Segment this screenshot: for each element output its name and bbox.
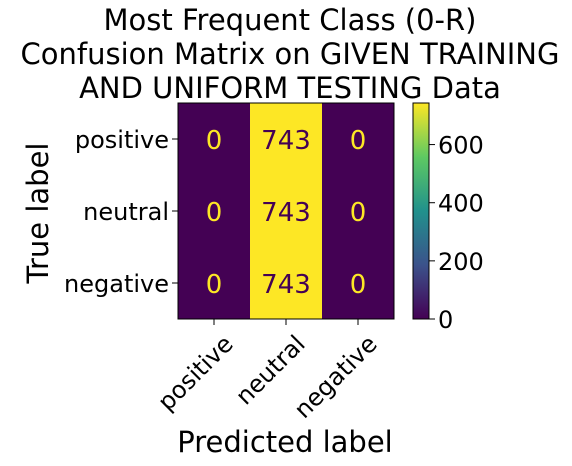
y-tick-label: neutral [83,198,169,226]
heatmap-cell [178,103,250,175]
colorbar-tick-label: 400 [438,190,484,218]
cell-value-label: 743 [261,270,311,300]
colorbar-tick-label: 600 [438,132,484,160]
cell-value-label: 743 [261,126,311,156]
heatmap-cells [178,103,394,319]
colorbar-ticks: 0 200 400 600 [429,132,484,334]
cell-value-label: 0 [206,270,223,300]
heatmap-cell [322,175,394,247]
y-tick-label: positive [75,126,169,154]
chart-title-line: Confusion Matrix on GIVEN TRAINING [21,37,560,71]
heatmap-cell [322,103,394,175]
heatmap-cell [250,247,322,319]
colorbar [412,102,430,320]
y-axis-ticks: positive neutral negative [64,126,178,298]
cell-value-label: 0 [206,198,223,228]
heatmap-cell [178,175,250,247]
heatmap-cell [178,247,250,319]
chart-title: Most Frequent Class (0-R)Confusion Matri… [21,3,560,105]
chart-title-line: AND UNIFORM TESTING Data [79,71,501,105]
x-tick-label: positive [152,330,238,416]
colorbar-tick-label: 0 [438,306,453,334]
heatmap-cell [322,247,394,319]
colorbar-tick-label: 200 [438,248,484,276]
x-axis-label: Predicted label [177,425,393,459]
heatmap-cell-labels: 0 743 0 0 743 0 0 743 0 [206,126,367,300]
heatmap-cell [250,175,322,247]
y-axis-label: True label [21,143,55,285]
cell-value-label: 0 [206,126,223,156]
cell-value-label: 0 [350,126,367,156]
cell-value-label: 743 [261,198,311,228]
y-tick-label: negative [64,270,169,298]
cell-value-label: 0 [350,198,367,228]
cell-value-label: 0 [350,270,367,300]
heatmap-cell [250,103,322,175]
chart-title-line: Most Frequent Class (0-R) [104,3,477,37]
